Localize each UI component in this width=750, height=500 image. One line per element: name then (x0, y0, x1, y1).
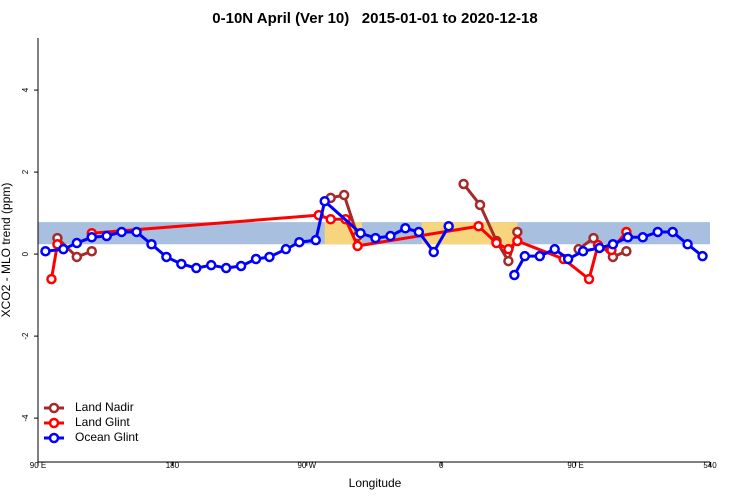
point (594, 242, 605, 254)
point (512, 235, 523, 247)
point (58, 243, 69, 255)
point (294, 236, 305, 248)
point (509, 269, 520, 281)
y-tick-label: 2 (21, 169, 30, 174)
point (588, 232, 599, 244)
point (176, 258, 187, 270)
point (310, 234, 322, 246)
point (443, 220, 454, 232)
x-tick-label: 540 (703, 461, 717, 470)
point (116, 226, 127, 238)
point (474, 199, 486, 211)
point (319, 195, 330, 207)
point (607, 239, 619, 250)
plot-area (38, 178, 710, 285)
point (577, 245, 589, 257)
point (697, 250, 708, 262)
point (583, 273, 595, 285)
point (86, 245, 98, 257)
point (534, 250, 546, 262)
point (264, 251, 275, 263)
y-tick-label: 0 (21, 251, 30, 256)
legend-label: Ocean Glint (75, 430, 139, 444)
point (637, 232, 649, 243)
point (400, 223, 411, 234)
point (549, 243, 560, 255)
y-tick-label: 4 (21, 87, 30, 92)
point (355, 227, 366, 239)
legend-marker (48, 417, 60, 429)
point (473, 220, 484, 232)
point (131, 226, 142, 238)
legend-marker (48, 432, 60, 444)
point (220, 262, 232, 274)
point (682, 239, 693, 250)
y-tick-label: -4 (21, 414, 30, 422)
point (352, 240, 363, 252)
point (370, 232, 381, 244)
point (622, 232, 634, 243)
point (325, 213, 336, 225)
point (652, 226, 663, 238)
point (101, 230, 112, 242)
point (428, 246, 439, 258)
point (205, 259, 217, 271)
point (413, 226, 425, 238)
point (46, 273, 57, 285)
point (161, 251, 172, 263)
point (503, 243, 514, 255)
point (512, 226, 523, 238)
point (191, 262, 202, 274)
point (621, 245, 632, 257)
point (338, 189, 350, 201)
point (503, 255, 514, 267)
point (458, 178, 469, 190)
x-tick-label: 90 E (30, 461, 46, 470)
y-tick-label: -2 (21, 332, 30, 340)
y-axis-label: XCO2 - MLO trend (ppm) (0, 183, 13, 318)
point (235, 260, 247, 272)
legend-label: Land Glint (75, 415, 130, 429)
chart-title: 0-10N April (Ver 10) 2015-01-01 to 2020-… (212, 10, 537, 27)
point (491, 237, 502, 249)
x-axis-label: Longitude (349, 476, 402, 490)
point (280, 243, 292, 255)
legend-marker (48, 402, 60, 414)
point (71, 237, 83, 249)
point (385, 230, 396, 242)
x-tick-label: 90 W (297, 461, 316, 470)
legend-label: Land Nadir (75, 400, 134, 414)
point (250, 253, 262, 265)
point (40, 245, 51, 257)
point (667, 226, 678, 238)
x-tick-label: 90 E (567, 461, 583, 470)
point (146, 239, 157, 250)
point (562, 253, 574, 265)
point (71, 251, 83, 263)
x-tick-label: 180 (166, 461, 180, 470)
point (519, 250, 531, 262)
x-tick-label: 0 (439, 461, 444, 470)
point (86, 232, 98, 243)
